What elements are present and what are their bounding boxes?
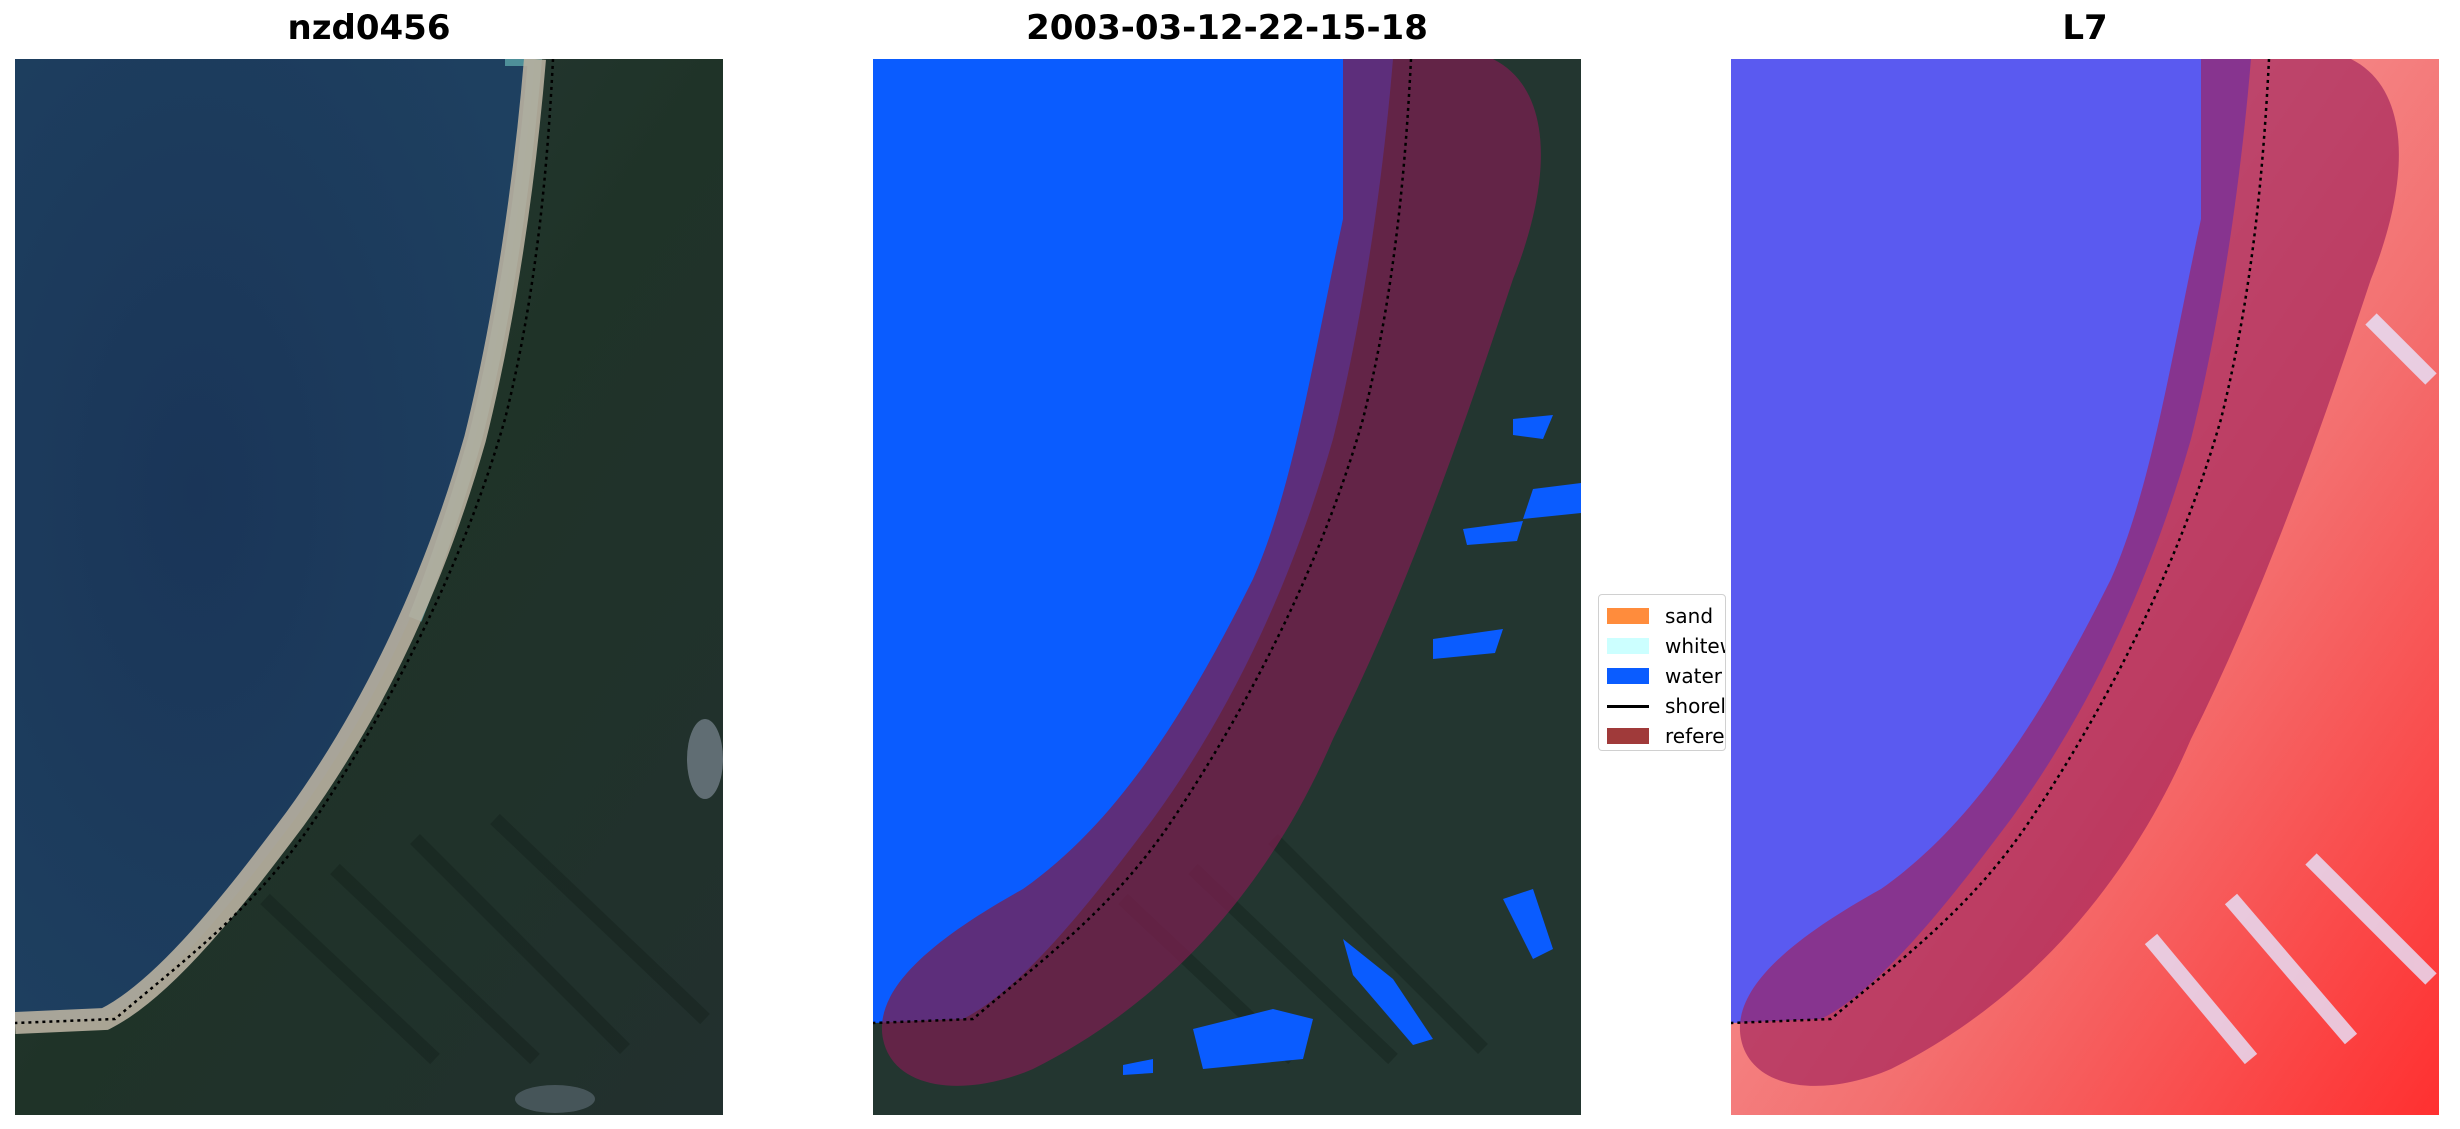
- classification-panel: [873, 59, 1581, 1115]
- legend-item-reference-buffer: reference shoreline buffer: [1607, 721, 1725, 750]
- sand-swatch: [1607, 608, 1649, 624]
- whitewater-swatch: [1607, 638, 1649, 654]
- rgb-image-panel: [15, 59, 723, 1115]
- panel-title-rgb: nzd0456: [287, 8, 451, 48]
- index-panel: [1731, 59, 2439, 1115]
- buffer-swatch: [1607, 728, 1649, 744]
- legend-item-sand: sand: [1607, 601, 1717, 631]
- legend-label-water: water: [1665, 664, 1722, 688]
- shoreline-line-icon: [1607, 704, 1649, 708]
- legend-label-shoreline: shoreline: [1665, 694, 1726, 718]
- legend-item-water: water: [1607, 661, 1722, 691]
- legend-label-reference-buffer: reference shoreline buffer: [1665, 724, 1725, 748]
- legend-item-shoreline: shoreline: [1607, 691, 1725, 721]
- panel-title-index: L7: [2062, 8, 2108, 48]
- legend-label-sand: sand: [1665, 604, 1714, 628]
- panel-title-classification: 2003-03-12-22-15-18: [1026, 8, 1428, 48]
- water-swatch: [1607, 668, 1649, 684]
